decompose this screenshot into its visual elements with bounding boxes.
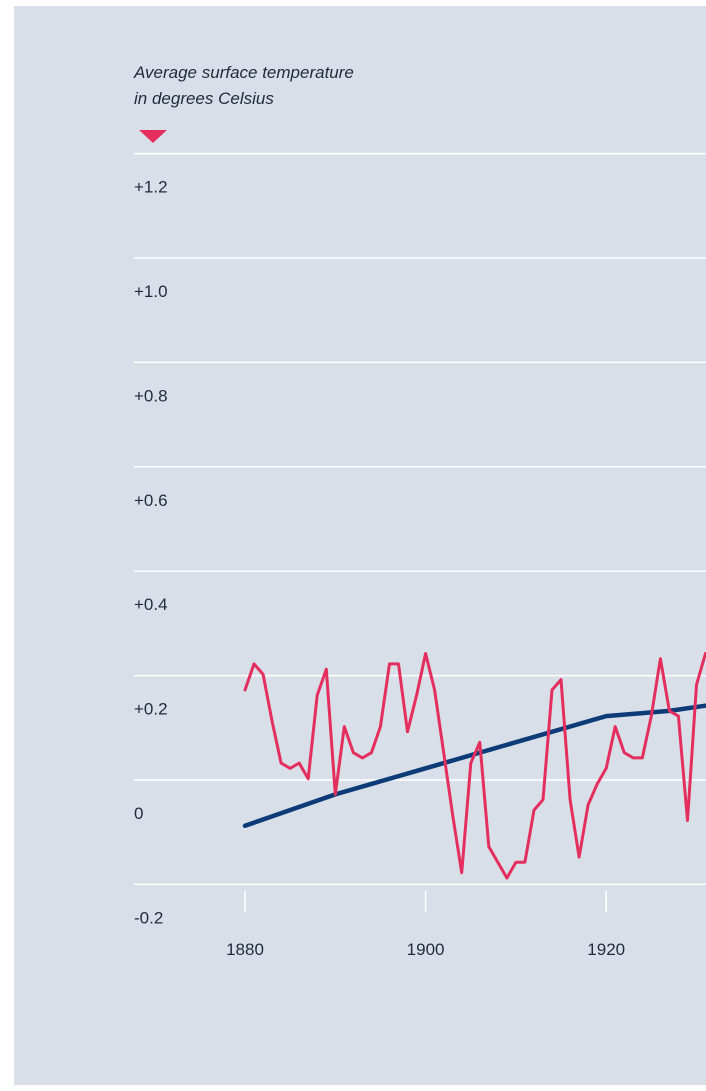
y-tick-label: -0.2	[134, 908, 163, 927]
annual-series-line	[243, 652, 706, 880]
x-tick-label: 1920	[587, 940, 625, 959]
x-tick-label: 1880	[226, 940, 264, 959]
triangle-marker-icon	[139, 130, 167, 143]
chart-panel: Average surface temperature in degrees C…	[14, 6, 706, 1085]
y-tick-label: 0	[134, 804, 143, 823]
y-tick-label: +0.6	[134, 491, 168, 510]
y-axis-tick-labels: +1.2 +1.0 +0.8 +0.6 +0.4 +0.2 0 -0.2	[134, 178, 168, 928]
x-axis-ticks	[244, 891, 607, 912]
grid-lines	[134, 152, 706, 886]
y-tick-label: +0.2	[134, 700, 168, 719]
y-tick-label: +1.0	[134, 282, 168, 301]
data-series	[242, 652, 706, 880]
y-tick-label: +1.2	[134, 178, 168, 197]
y-axis-title: Average surface temperature in degrees C…	[134, 60, 494, 112]
y-tick-label: +0.8	[134, 386, 168, 405]
x-tick-label: 1900	[407, 940, 445, 959]
y-axis-title-line-1: Average surface temperature	[134, 63, 354, 82]
y-tick-label: +0.4	[134, 595, 168, 614]
x-axis-tick-labels: 1880 1900 1920	[226, 940, 625, 959]
y-axis-title-line-2: in degrees Celsius	[134, 89, 274, 108]
